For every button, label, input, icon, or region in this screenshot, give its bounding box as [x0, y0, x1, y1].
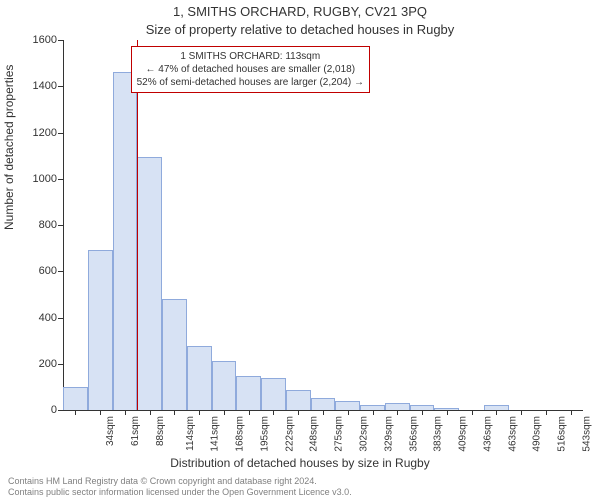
x-tick-mark — [571, 410, 572, 415]
y-tick-label: 1400 — [33, 80, 57, 92]
x-tick-label: 463sqm — [507, 416, 518, 452]
title-main: 1, SMITHS ORCHARD, RUGBY, CV21 3PQ — [0, 4, 600, 19]
x-tick-label: 543sqm — [581, 416, 592, 452]
y-axis-label: Number of detached properties — [2, 65, 16, 230]
x-tick-mark — [373, 410, 374, 415]
x-tick-label: 329sqm — [383, 416, 394, 452]
bar — [385, 403, 410, 410]
y-tick-label: 0 — [51, 404, 57, 416]
y-tick-label: 400 — [39, 312, 57, 324]
x-tick-mark — [472, 410, 473, 415]
y-tick-label: 200 — [39, 358, 57, 370]
info-line-2: ← 47% of detached houses are smaller (2,… — [137, 63, 364, 76]
x-tick-label: 222sqm — [284, 416, 295, 452]
x-tick-label: 436sqm — [482, 416, 493, 452]
x-tick-label: 168sqm — [235, 416, 246, 452]
bar — [113, 72, 138, 410]
info-box: 1 SMITHS ORCHARD: 113sqm ← 47% of detach… — [131, 46, 370, 93]
bars-group — [63, 40, 583, 410]
bar — [187, 346, 212, 410]
y-tick-mark — [58, 318, 63, 319]
x-tick-mark — [323, 410, 324, 415]
plot-area: 1 SMITHS ORCHARD: 113sqm ← 47% of detach… — [63, 40, 583, 410]
x-tick-label: 61sqm — [130, 416, 141, 446]
x-tick-label: 490sqm — [532, 416, 543, 452]
x-axis-label: Distribution of detached houses by size … — [0, 456, 600, 470]
reference-line — [137, 40, 138, 410]
bar — [286, 390, 311, 410]
x-tick-mark — [224, 410, 225, 415]
bar — [212, 361, 237, 410]
x-tick-mark — [150, 410, 151, 415]
y-tick-label: 800 — [39, 219, 57, 231]
bar — [63, 387, 88, 410]
x-tick-mark — [75, 410, 76, 415]
x-tick-mark — [348, 410, 349, 415]
x-tick-label: 88sqm — [155, 416, 166, 446]
x-tick-mark — [249, 410, 250, 415]
y-tick-mark — [58, 410, 63, 411]
bar — [236, 376, 261, 410]
info-line-1: 1 SMITHS ORCHARD: 113sqm — [137, 50, 364, 63]
chart-container: 1, SMITHS ORCHARD, RUGBY, CV21 3PQ Size … — [0, 0, 600, 500]
x-tick-label: 356sqm — [408, 416, 419, 452]
y-tick-mark — [58, 133, 63, 134]
x-tick-label: 141sqm — [210, 416, 221, 452]
y-tick-label: 600 — [39, 265, 57, 277]
x-tick-mark — [546, 410, 547, 415]
x-tick-label: 34sqm — [105, 416, 116, 446]
x-tick-mark — [125, 410, 126, 415]
x-tick-label: 195sqm — [260, 416, 271, 452]
x-tick-mark — [447, 410, 448, 415]
y-tick-mark — [58, 179, 63, 180]
footer: Contains HM Land Registry data © Crown c… — [8, 476, 352, 498]
x-tick-mark — [397, 410, 398, 415]
info-line-3: 52% of semi-detached houses are larger (… — [137, 76, 364, 89]
bar — [261, 378, 286, 410]
y-tick-label: 1200 — [33, 127, 57, 139]
bar — [311, 398, 336, 410]
y-tick-mark — [58, 40, 63, 41]
x-tick-label: 383sqm — [433, 416, 444, 452]
bar — [162, 299, 187, 410]
x-tick-label: 409sqm — [458, 416, 469, 452]
title-sub: Size of property relative to detached ho… — [0, 22, 600, 37]
x-tick-mark — [199, 410, 200, 415]
x-tick-label: 275sqm — [334, 416, 345, 452]
footer-line-2: Contains public sector information licen… — [8, 487, 352, 498]
y-tick-mark — [58, 271, 63, 272]
x-tick-label: 248sqm — [309, 416, 320, 452]
x-tick-mark — [174, 410, 175, 415]
x-tick-mark — [422, 410, 423, 415]
x-tick-label: 516sqm — [557, 416, 568, 452]
y-tick-mark — [58, 86, 63, 87]
x-tick-mark — [298, 410, 299, 415]
x-tick-mark — [496, 410, 497, 415]
bar — [88, 250, 113, 410]
x-tick-label: 114sqm — [185, 416, 196, 451]
bar — [137, 157, 162, 410]
y-tick-label: 1000 — [33, 173, 57, 185]
y-tick-label: 1600 — [33, 34, 57, 46]
x-tick-mark — [521, 410, 522, 415]
footer-line-1: Contains HM Land Registry data © Crown c… — [8, 476, 352, 487]
x-tick-mark — [273, 410, 274, 415]
y-tick-mark — [58, 225, 63, 226]
bar — [335, 401, 360, 410]
y-tick-mark — [58, 364, 63, 365]
x-tick-label: 302sqm — [359, 416, 370, 452]
x-tick-mark — [100, 410, 101, 415]
